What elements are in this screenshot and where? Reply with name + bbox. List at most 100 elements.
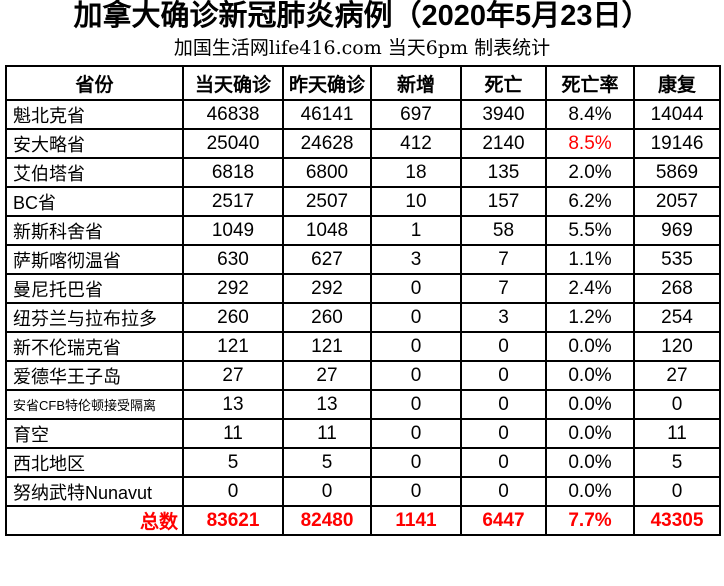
death-rate-cell: 8.5% — [545, 128, 635, 159]
table-row: 曼尼托巴省 292 292 0 7 2.4% 268 — [5, 273, 721, 304]
new-cases-cell: 18 — [370, 157, 462, 188]
recovered-cell: 268 — [633, 273, 721, 304]
yesterday-confirmed-cell: 292 — [282, 273, 372, 304]
province-cell: 萨斯喀彻温省 — [5, 244, 184, 275]
total-today-confirmed-cell: 83621 — [182, 505, 284, 536]
recovered-cell: 0 — [633, 389, 721, 420]
table-row: 纽芬兰与拉布拉多 260 260 0 3 1.2% 254 — [5, 302, 721, 333]
column-header-0: 省份 — [5, 65, 184, 101]
new-cases-cell: 0 — [370, 476, 462, 507]
deaths-cell: 0 — [460, 389, 547, 420]
province-cell: 纽芬兰与拉布拉多 — [5, 302, 184, 333]
province-cell: 新斯科舍省 — [5, 215, 184, 246]
deaths-cell: 3940 — [460, 99, 547, 130]
recovered-cell: 14044 — [633, 99, 721, 130]
death-rate-cell: 8.4% — [545, 99, 635, 130]
province-cell: 育空 — [5, 418, 184, 449]
total-row: 总数 83621 82480 1141 6447 7.7% 43305 — [5, 505, 721, 536]
new-cases-cell: 1 — [370, 215, 462, 246]
death-rate-cell: 0.0% — [545, 418, 635, 449]
today-confirmed-cell: 1049 — [182, 215, 284, 246]
table-row: 安大略省 25040 24628 412 2140 8.5% 19146 — [5, 128, 721, 159]
new-cases-cell: 412 — [370, 128, 462, 159]
covid-cases-table: 省份 当天确诊 昨天确诊 新增 死亡 死亡率 康复 魁北克省 46838 46141 697 394… — [5, 65, 721, 536]
yesterday-confirmed-cell: 121 — [282, 331, 372, 362]
recovered-cell: 254 — [633, 302, 721, 333]
yesterday-confirmed-cell: 13 — [282, 389, 372, 420]
death-rate-cell: 0.0% — [545, 331, 635, 362]
yesterday-confirmed-cell: 0 — [282, 476, 372, 507]
deaths-cell: 2140 — [460, 128, 547, 159]
deaths-cell: 58 — [460, 215, 547, 246]
new-cases-cell: 697 — [370, 99, 462, 130]
death-rate-cell: 2.0% — [545, 157, 635, 188]
recovered-cell: 11 — [633, 418, 721, 449]
deaths-cell: 3 — [460, 302, 547, 333]
table-row: 魁北克省 46838 46141 697 3940 8.4% 14044 — [5, 99, 721, 130]
column-header-2: 昨天确诊 — [282, 65, 372, 101]
column-header-5: 死亡率 — [545, 65, 635, 101]
today-confirmed-cell: 27 — [182, 360, 284, 391]
total-new-cases-cell: 1141 — [370, 505, 462, 536]
death-rate-cell: 6.2% — [545, 186, 635, 217]
death-rate-cell: 0.0% — [545, 360, 635, 391]
recovered-cell: 5869 — [633, 157, 721, 188]
recovered-cell: 120 — [633, 331, 721, 362]
deaths-cell: 0 — [460, 476, 547, 507]
total-death-rate-cell: 7.7% — [545, 505, 635, 536]
province-cell: 艾伯塔省 — [5, 157, 184, 188]
table-row: BC省 2517 2507 10 157 6.2% 2057 — [5, 186, 721, 217]
death-rate-cell: 1.1% — [545, 244, 635, 275]
recovered-cell: 2057 — [633, 186, 721, 217]
deaths-cell: 0 — [460, 331, 547, 362]
yesterday-confirmed-cell: 1048 — [282, 215, 372, 246]
table-row: 爱德华王子岛 27 27 0 0 0.0% 27 — [5, 360, 721, 391]
new-cases-cell: 0 — [370, 389, 462, 420]
province-cell: BC省 — [5, 186, 184, 217]
new-cases-cell: 3 — [370, 244, 462, 275]
yesterday-confirmed-cell: 24628 — [282, 128, 372, 159]
province-cell: 爱德华王子岛 — [5, 360, 184, 391]
deaths-cell: 7 — [460, 273, 547, 304]
recovered-cell: 27 — [633, 360, 721, 391]
recovered-cell: 0 — [633, 476, 721, 507]
province-cell: 西北地区 — [5, 447, 184, 478]
new-cases-cell: 0 — [370, 418, 462, 449]
yesterday-confirmed-cell: 260 — [282, 302, 372, 333]
today-confirmed-cell: 5 — [182, 447, 284, 478]
today-confirmed-cell: 121 — [182, 331, 284, 362]
today-confirmed-cell: 0 — [182, 476, 284, 507]
total-deaths-cell: 6447 — [460, 505, 547, 536]
today-confirmed-cell: 11 — [182, 418, 284, 449]
today-confirmed-cell: 46838 — [182, 99, 284, 130]
province-cell: 曼尼托巴省 — [5, 273, 184, 304]
table-row: 新不伦瑞克省 121 121 0 0 0.0% 120 — [5, 331, 721, 362]
new-cases-cell: 0 — [370, 331, 462, 362]
page-subtitle: 加国生活网life416.com 当天6pm 制表统计 — [173, 37, 551, 59]
today-confirmed-cell: 260 — [182, 302, 284, 333]
death-rate-cell: 0.0% — [545, 476, 635, 507]
province-cell: 魁北克省 — [5, 99, 184, 130]
new-cases-cell: 10 — [370, 186, 462, 217]
recovered-cell: 19146 — [633, 128, 721, 159]
table-row: 艾伯塔省 6818 6800 18 135 2.0% 5869 — [5, 157, 721, 188]
yesterday-confirmed-cell: 5 — [282, 447, 372, 478]
deaths-cell: 0 — [460, 447, 547, 478]
table-body: 魁北克省 46838 46141 697 3940 8.4% 14044 安大略省 25040 2… — [5, 99, 721, 536]
death-rate-cell: 0.0% — [545, 447, 635, 478]
today-confirmed-cell: 13 — [182, 389, 284, 420]
header-row: 省份 当天确诊 昨天确诊 新增 死亡 死亡率 康复 — [5, 65, 721, 101]
recovered-cell: 535 — [633, 244, 721, 275]
table-row: 新斯科舍省 1049 1048 1 58 5.5% 969 — [5, 215, 721, 246]
column-header-1: 当天确诊 — [182, 65, 284, 101]
new-cases-cell: 0 — [370, 447, 462, 478]
deaths-cell: 0 — [460, 360, 547, 391]
deaths-cell: 135 — [460, 157, 547, 188]
column-header-4: 死亡 — [460, 65, 547, 101]
deaths-cell: 7 — [460, 244, 547, 275]
total-yesterday-confirmed-cell: 82480 — [282, 505, 372, 536]
column-header-6: 康复 — [633, 65, 721, 101]
deaths-cell: 157 — [460, 186, 547, 217]
province-cell: 努纳武特Nunavut — [5, 476, 184, 507]
column-header-3: 新增 — [370, 65, 462, 101]
